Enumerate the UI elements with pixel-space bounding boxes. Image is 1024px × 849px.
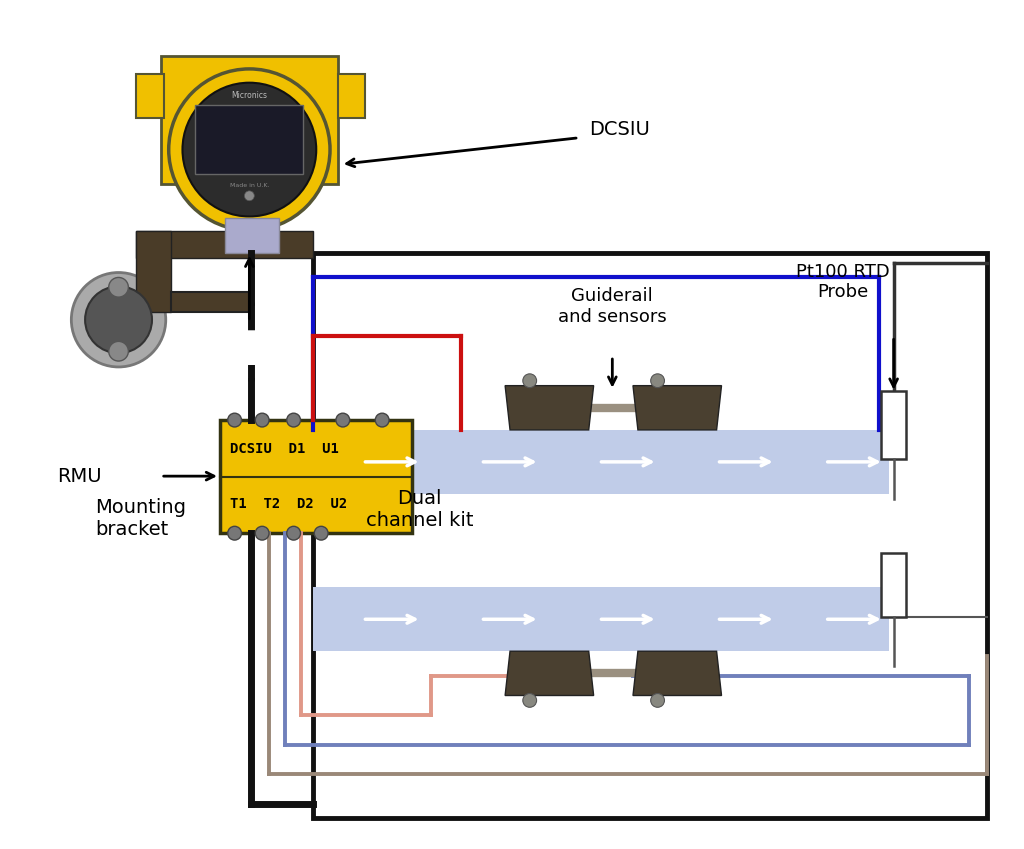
Circle shape: [336, 413, 350, 427]
FancyBboxPatch shape: [136, 74, 164, 118]
FancyBboxPatch shape: [161, 56, 338, 184]
Text: Mounting
bracket: Mounting bracket: [95, 498, 186, 539]
Circle shape: [650, 694, 665, 707]
Circle shape: [109, 278, 128, 297]
Text: Micronics: Micronics: [231, 91, 267, 100]
Circle shape: [255, 526, 269, 540]
Polygon shape: [136, 231, 313, 258]
FancyBboxPatch shape: [313, 430, 889, 494]
Circle shape: [314, 526, 328, 540]
Circle shape: [287, 413, 300, 427]
Polygon shape: [136, 231, 171, 312]
Text: DCSIU: DCSIU: [589, 121, 649, 139]
Text: Dual
channel kit: Dual channel kit: [366, 489, 473, 530]
Polygon shape: [171, 292, 250, 312]
Circle shape: [650, 374, 665, 388]
FancyBboxPatch shape: [225, 218, 279, 253]
Circle shape: [523, 374, 537, 388]
FancyBboxPatch shape: [881, 553, 906, 617]
Polygon shape: [633, 385, 722, 430]
FancyBboxPatch shape: [338, 74, 366, 118]
Text: Pt100 RTD
Probe: Pt100 RTD Probe: [796, 262, 890, 301]
Circle shape: [169, 69, 330, 230]
Text: Guiderail
and sensors: Guiderail and sensors: [558, 287, 667, 326]
FancyBboxPatch shape: [220, 420, 412, 533]
Polygon shape: [505, 651, 594, 695]
Text: Made in U.K.: Made in U.K.: [229, 183, 269, 188]
Circle shape: [375, 413, 389, 427]
Circle shape: [72, 273, 166, 367]
Circle shape: [109, 341, 128, 361]
Circle shape: [227, 413, 242, 427]
Circle shape: [227, 526, 242, 540]
Circle shape: [182, 82, 316, 216]
FancyBboxPatch shape: [196, 105, 303, 174]
FancyBboxPatch shape: [881, 391, 906, 459]
Circle shape: [245, 191, 254, 200]
Circle shape: [255, 413, 269, 427]
Text: RMU: RMU: [57, 467, 102, 486]
FancyBboxPatch shape: [313, 253, 987, 818]
Polygon shape: [633, 651, 722, 695]
Circle shape: [85, 286, 152, 353]
Text: DCSIU  D1  U1: DCSIU D1 U1: [229, 442, 339, 457]
Circle shape: [287, 526, 300, 540]
Text: T1  T2  D2  U2: T1 T2 D2 U2: [229, 497, 347, 511]
FancyBboxPatch shape: [313, 588, 889, 651]
Circle shape: [523, 694, 537, 707]
Polygon shape: [505, 385, 594, 430]
